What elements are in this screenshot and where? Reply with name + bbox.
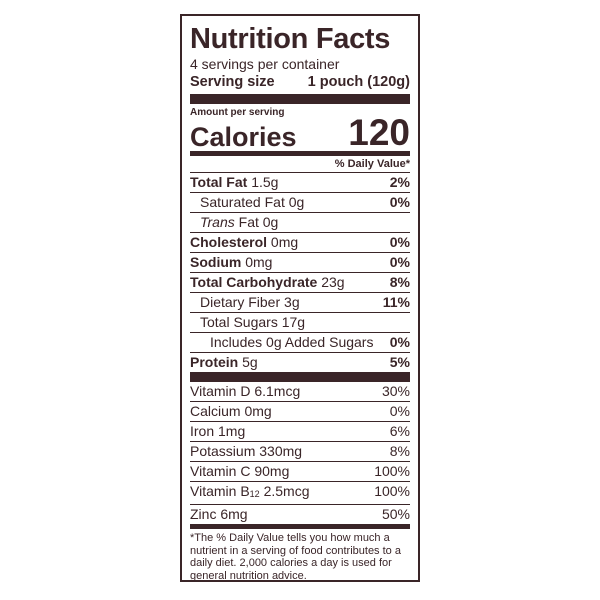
vitamin-dv: 8% (389, 443, 410, 459)
nutrient-dv: 11% (382, 294, 410, 310)
nutrient-row-trans-fat: Trans Fat 0g (190, 213, 410, 233)
vitamin-amount: 330mg (259, 443, 303, 459)
nutrient-name: Total Sugars (200, 314, 278, 330)
nutrient-dv: 0% (389, 194, 410, 210)
vitamin-name: Iron (190, 423, 215, 439)
divider-medium (190, 151, 410, 156)
nutrient-amount: 17g (281, 314, 306, 330)
nutrient-name: Protein (190, 354, 239, 370)
calories-label: Calories (190, 122, 297, 152)
vitamin-name: Vitamin B (190, 483, 250, 499)
nutrient-amount: 5g (242, 354, 258, 370)
serving-size-row: Serving size 1 pouch (120g) (190, 73, 410, 91)
vitamin-row-vitamin-c: Vitamin C 90mg 100% (190, 462, 410, 482)
vitamin-name: Zinc (190, 506, 217, 522)
nutrient-amount: 0mg (245, 254, 273, 270)
vitamin-name: Vitamin C (190, 463, 251, 479)
nutrient-name: Sodium (190, 254, 242, 270)
vitamin-row-vitamin-d: Vitamin D 6.1mcg 30% (190, 382, 410, 402)
nutrient-dv: 0% (389, 334, 410, 350)
vitamin-dv: 0% (389, 403, 410, 419)
nutrient-dv: 2% (389, 174, 410, 190)
vitamin-name: Potassium (190, 443, 256, 459)
vitamin-row-potassium: Potassium 330mg 8% (190, 442, 410, 462)
nutrient-dv: 0% (389, 234, 410, 250)
daily-value-header: % Daily Value* (190, 156, 410, 173)
nutrient-row-saturated-fat: Saturated Fat 0g 0% (190, 193, 410, 213)
divider-thick (190, 94, 410, 104)
nutrient-dv: 8% (389, 274, 410, 290)
nutrient-name: Total Fat (190, 174, 248, 190)
daily-value-footnote: *The % Daily Value tells you how much a … (190, 532, 401, 582)
vitamin-amount: 6.1mcg (254, 383, 301, 399)
vitamin-subscript: 12 (249, 489, 260, 499)
nutrition-facts-panel: Nutrition Facts 4 servings per container… (180, 14, 420, 582)
vitamin-name: Calcium (190, 403, 241, 419)
vitamin-dv: 100% (374, 483, 410, 499)
calories-row: Calories 120 (190, 112, 410, 153)
nutrient-dv: 0% (389, 254, 410, 270)
vitamin-dv: 30% (381, 383, 410, 399)
nutrient-row-sodium: Sodium 0mg 0% (190, 253, 410, 273)
nutrient-amount: Fat 0g (238, 214, 279, 230)
nutrient-amount: 23g (321, 274, 345, 290)
nutrient-row-dietary-fiber: Dietary Fiber 3g 11% (190, 293, 410, 313)
nutrient-amount: 1.5g (251, 174, 279, 190)
nutrient-name: Total Carbohydrate (190, 274, 318, 290)
nutrient-amount: 0mg (270, 234, 299, 250)
nutrient-row-protein: Protein 5g 5% (190, 353, 410, 372)
vitamin-row-vitamin-b12: Vitamin B12 2.5mcg 100% (190, 482, 410, 505)
vitamin-amount: 90mg (254, 463, 290, 479)
vitamin-amount: 2.5mcg (263, 483, 310, 499)
divider-medium (190, 525, 410, 529)
nutrient-name: Cholesterol (190, 234, 268, 250)
nutrient-name: Saturated Fat (200, 194, 285, 210)
vitamin-dv: 50% (381, 506, 410, 522)
nutrient-amount: 0g Added Sugars (266, 334, 374, 350)
vitamin-name: Vitamin D (190, 383, 251, 399)
vitamin-dv: 100% (374, 463, 410, 479)
nutrient-row-cholesterol: Cholesterol 0mg 0% (190, 233, 410, 253)
nutrient-row-total-carbohydrate: Total Carbohydrate 23g 8% (190, 273, 410, 293)
divider-thick (190, 372, 410, 382)
nutrient-row-total-fat: Total Fat 1.5g 2% (190, 173, 410, 193)
nutrient-amount: 0g (288, 194, 305, 210)
serving-size-value: 1 pouch (120g) (307, 74, 410, 90)
vitamin-amount: 6mg (220, 506, 248, 522)
calories-value: 120 (348, 112, 410, 153)
amount-per-serving: Amount per serving (190, 107, 285, 118)
servings-per-container: 4 servings per container (190, 56, 340, 72)
vitamin-row-zinc: Zinc 6mg 50% (190, 505, 410, 525)
nutrient-name: Dietary Fiber (200, 294, 281, 310)
nutrient-row-added-sugars: Includes 0g Added Sugars 0% (190, 333, 410, 353)
vitamin-dv: 6% (389, 423, 410, 439)
serving-size-label: Serving size (190, 74, 275, 90)
vitamin-amount: 1mg (218, 423, 246, 439)
vitamin-row-iron: Iron 1mg 6% (190, 422, 410, 442)
vitamin-amount: 0mg (244, 403, 272, 419)
nutrient-name: Includes (210, 334, 263, 350)
nutrient-name: Trans (200, 214, 235, 230)
nutrient-amount: 3g (284, 294, 300, 310)
nutrient-row-total-sugars: Total Sugars 17g (190, 313, 410, 333)
panel-title: Nutrition Facts (190, 23, 391, 55)
vitamin-row-calcium: Calcium 0mg 0% (190, 402, 410, 422)
nutrient-dv: 5% (389, 354, 410, 370)
